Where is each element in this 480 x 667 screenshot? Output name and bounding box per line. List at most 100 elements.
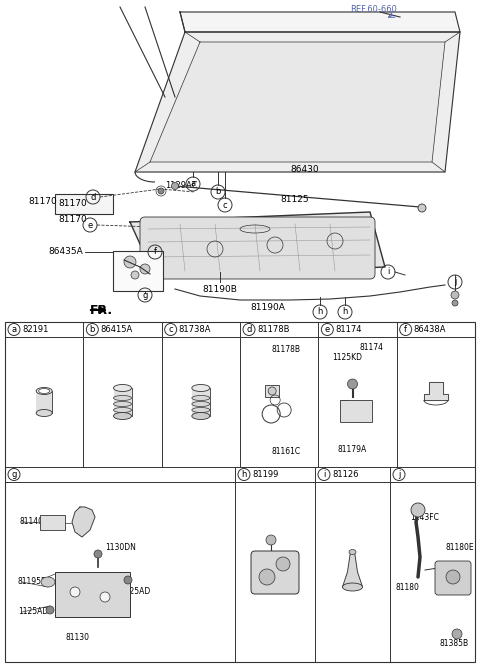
Circle shape [259,569,275,585]
Text: c: c [223,201,228,209]
Ellipse shape [192,402,210,406]
Text: 81738A: 81738A [179,325,211,334]
Circle shape [131,271,139,279]
Text: 81170: 81170 [58,215,87,223]
Ellipse shape [113,412,132,420]
Text: j: j [454,277,456,287]
Ellipse shape [36,410,52,416]
Text: REF.60-660: REF.60-660 [350,5,397,13]
Circle shape [266,535,276,545]
Ellipse shape [113,402,132,406]
Text: h: h [342,307,348,317]
Text: 81130: 81130 [65,632,89,642]
Text: 81126: 81126 [332,470,359,479]
Text: 82191: 82191 [22,325,48,334]
Ellipse shape [192,384,210,392]
Circle shape [451,291,459,299]
Text: 86430: 86430 [290,165,319,175]
Text: 81161C: 81161C [271,448,300,456]
Text: i: i [323,470,325,479]
Circle shape [268,387,276,395]
Ellipse shape [36,388,52,394]
Ellipse shape [39,388,49,394]
Text: 81174: 81174 [360,342,384,352]
Polygon shape [135,32,460,172]
Text: 1130DN: 1130DN [105,542,136,552]
Text: 81125: 81125 [280,195,309,203]
Circle shape [46,606,54,614]
Text: 81190B: 81190B [202,285,237,295]
Bar [265,385,279,397]
Text: d: d [246,325,252,334]
Text: f: f [154,247,156,257]
Text: 1125AD: 1125AD [120,588,150,596]
Text: 81385B: 81385B [440,640,469,648]
Text: 81174: 81174 [336,325,362,334]
Bar [55,194,113,214]
Ellipse shape [349,550,356,554]
Polygon shape [180,12,460,32]
Circle shape [446,570,460,584]
Polygon shape [424,382,448,400]
Text: 1129AC: 1129AC [165,181,197,191]
Ellipse shape [343,583,362,591]
Circle shape [158,188,164,194]
Circle shape [452,629,462,639]
Text: 81179A: 81179A [337,444,367,454]
Text: j: j [398,470,400,479]
Text: f: f [404,325,407,334]
Text: 81199: 81199 [252,470,278,479]
Circle shape [70,587,80,597]
Text: FR.: FR. [90,303,113,317]
Bar [113,251,163,291]
Circle shape [124,256,136,268]
Text: 81140: 81140 [20,518,44,526]
Bar [339,400,372,422]
Text: b: b [216,187,221,197]
Text: 81170: 81170 [28,197,57,207]
Circle shape [140,264,150,274]
Text: c: c [168,325,173,334]
Bar [40,515,65,530]
Text: 81170: 81170 [58,199,87,209]
Text: d: d [90,193,96,201]
Circle shape [418,204,426,212]
Text: 1125KD: 1125KD [333,352,362,362]
Text: i: i [387,267,389,277]
Text: 81190A: 81190A [250,303,285,311]
Text: 81195B: 81195B [18,578,47,586]
Text: g: g [12,470,17,479]
Bar [55,572,130,617]
Polygon shape [343,552,362,587]
Polygon shape [150,42,445,162]
Ellipse shape [113,384,132,392]
Text: e: e [324,325,330,334]
Circle shape [276,557,290,571]
Text: e: e [87,221,93,229]
Circle shape [452,300,458,306]
Polygon shape [130,212,385,277]
Text: 81180: 81180 [395,582,419,592]
Bar [36,391,52,413]
Text: 86415A: 86415A [100,325,132,334]
Text: b: b [90,325,95,334]
Bar [113,388,132,416]
Ellipse shape [192,412,210,420]
FancyBboxPatch shape [140,217,375,279]
Text: g: g [142,291,148,299]
Ellipse shape [113,408,132,412]
Ellipse shape [192,396,210,400]
Bar [192,388,210,416]
Circle shape [100,592,110,602]
Text: 86435A: 86435A [48,247,83,257]
Ellipse shape [192,408,210,412]
Text: 1125AD: 1125AD [18,608,48,616]
Circle shape [124,576,132,584]
Ellipse shape [41,577,55,587]
FancyBboxPatch shape [435,561,471,595]
FancyBboxPatch shape [251,551,299,594]
Text: h: h [317,307,323,317]
Text: 81178B: 81178B [257,325,289,334]
Polygon shape [72,507,95,537]
Text: 81178B: 81178B [271,344,300,354]
